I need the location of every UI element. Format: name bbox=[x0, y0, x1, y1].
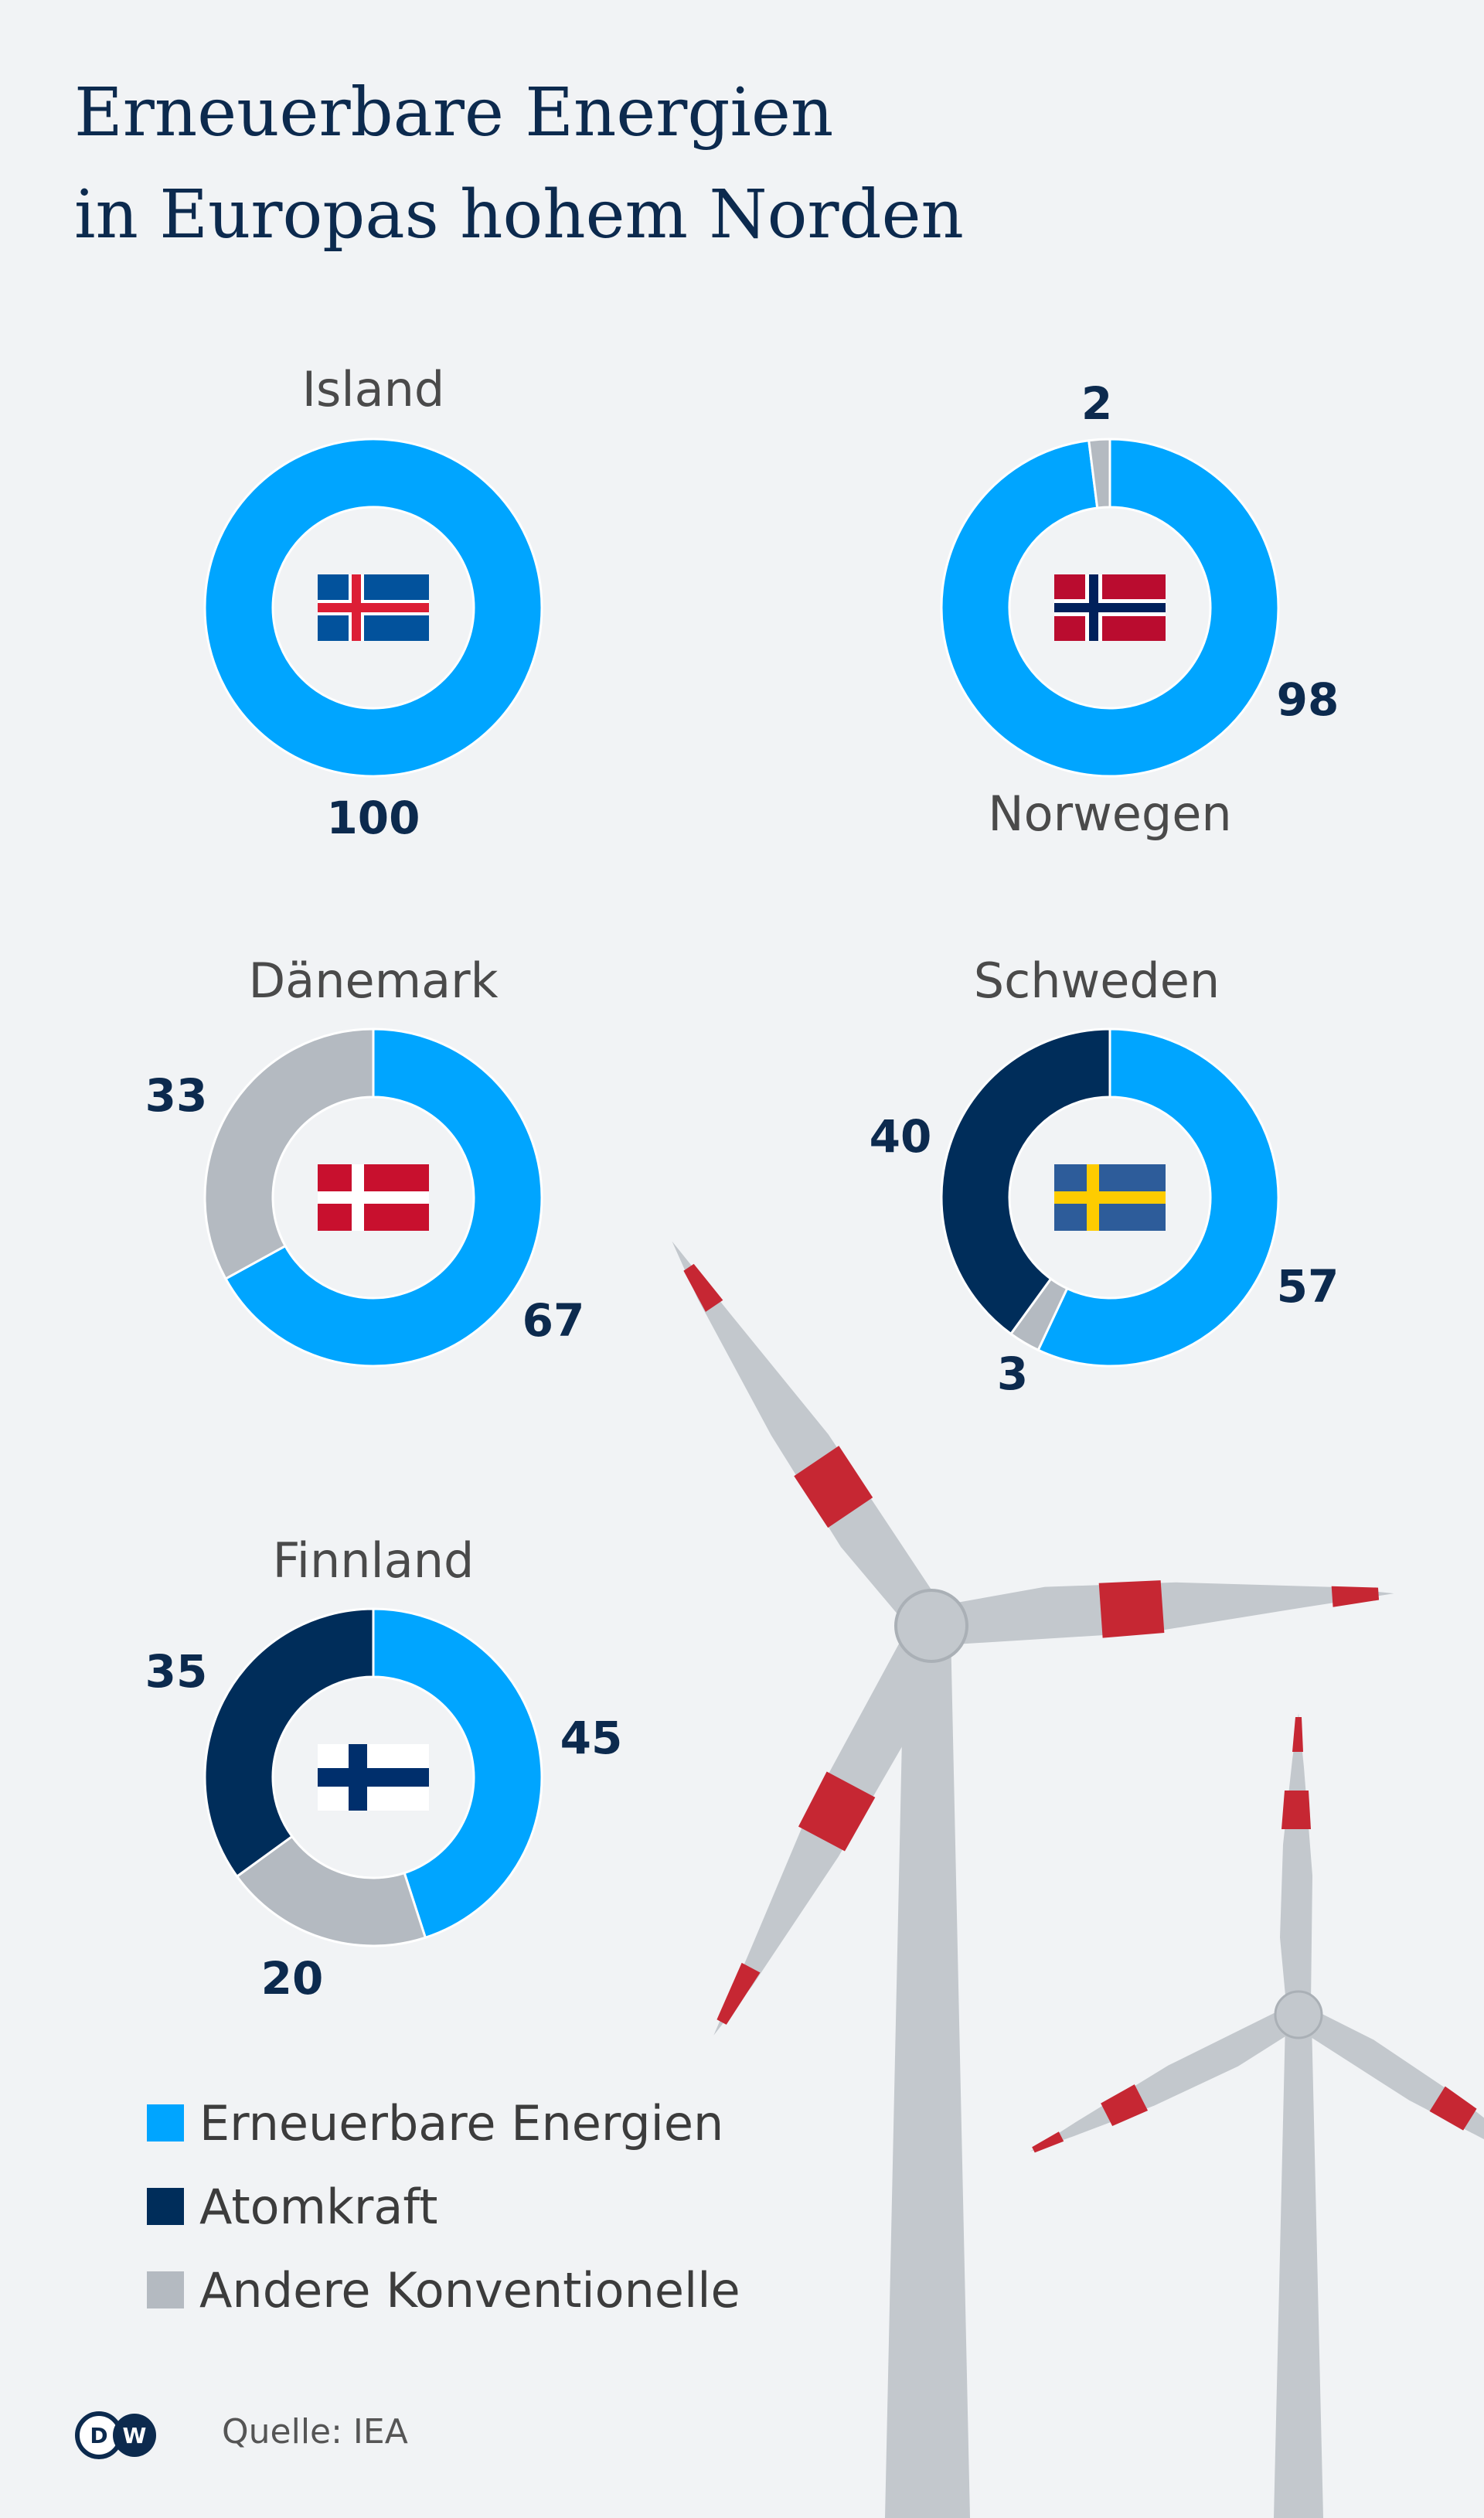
donut-chart-iceland: Island 100 bbox=[203, 361, 543, 844]
value-label-other: 2 bbox=[1081, 377, 1112, 430]
donut-chart-denmark: Dänemark 33 67 bbox=[145, 952, 585, 1368]
donut-segment-renewable bbox=[223, 1027, 543, 1368]
dw-logo: D W bbox=[75, 2411, 156, 2459]
norway-flag-icon bbox=[1054, 574, 1166, 641]
source-note: Quelle: IEA bbox=[222, 2412, 408, 2452]
legend-swatch bbox=[147, 2271, 184, 2308]
chart-title: Finnland bbox=[273, 1532, 475, 1589]
page-title: Erneuerbare Energien in Europas hohem No… bbox=[74, 62, 1234, 266]
chart-title: Dänemark bbox=[249, 952, 499, 1009]
value-label-renewable: 57 bbox=[1277, 1260, 1339, 1313]
legend-label: Andere Konventionelle bbox=[199, 2262, 740, 2319]
value-label-other: 3 bbox=[997, 1348, 1028, 1400]
title-line-1: Erneuerbare Energien bbox=[74, 74, 834, 152]
value-label-renewable: 100 bbox=[326, 792, 420, 844]
legend-label: Atomkraft bbox=[199, 2179, 438, 2235]
value-label-other: 33 bbox=[145, 1069, 208, 1122]
donut-segment-other bbox=[235, 1835, 427, 1947]
iceland-flag-icon bbox=[318, 574, 429, 641]
value-label-renewable: 98 bbox=[1277, 673, 1339, 726]
donut-chart-sweden: Schweden 40 3 57 bbox=[870, 952, 1339, 1400]
value-label-renewable: 67 bbox=[522, 1294, 585, 1347]
donut-chart-norway: 2 98 Norwegen bbox=[940, 377, 1339, 842]
value-label-other: 20 bbox=[261, 1952, 324, 2005]
donut-segment-other bbox=[203, 1027, 375, 1281]
value-label-nuclear: 35 bbox=[145, 1645, 208, 1698]
denmark-flag-icon bbox=[318, 1164, 429, 1231]
donut-segment-renewable bbox=[940, 438, 1280, 778]
donut-segment-renewable bbox=[1036, 1027, 1280, 1368]
chart-title: Norwegen bbox=[988, 785, 1231, 842]
title-line-2: in Europas hohem Norden bbox=[74, 176, 964, 254]
legend-swatch bbox=[147, 2188, 184, 2225]
value-label-nuclear: 40 bbox=[870, 1110, 932, 1163]
donut-segment-other bbox=[1087, 438, 1111, 509]
donut-chart-finland: Finnland 35 45 20 bbox=[145, 1532, 623, 2005]
wind-turbine-large-icon bbox=[672, 1241, 1394, 2518]
finland-flag-icon bbox=[318, 1744, 429, 1811]
chart-title: Island bbox=[302, 361, 444, 417]
chart-title: Schweden bbox=[974, 952, 1220, 1009]
donut-segment-nuclear bbox=[203, 1607, 375, 1879]
svg-text:W: W bbox=[123, 2423, 147, 2448]
wind-turbine-small-icon bbox=[1030, 1713, 1484, 2518]
legend-swatch bbox=[147, 2104, 184, 2141]
donut-segment-renewable bbox=[203, 438, 543, 778]
sweden-flag-icon bbox=[1054, 1164, 1166, 1231]
donut-segment-nuclear bbox=[940, 1027, 1111, 1336]
value-label-renewable: 45 bbox=[560, 1712, 623, 1764]
legend-label: Erneuerbare Energien bbox=[199, 2095, 724, 2152]
svg-text:D: D bbox=[90, 2423, 107, 2448]
donut-segment-renewable bbox=[372, 1607, 543, 1940]
